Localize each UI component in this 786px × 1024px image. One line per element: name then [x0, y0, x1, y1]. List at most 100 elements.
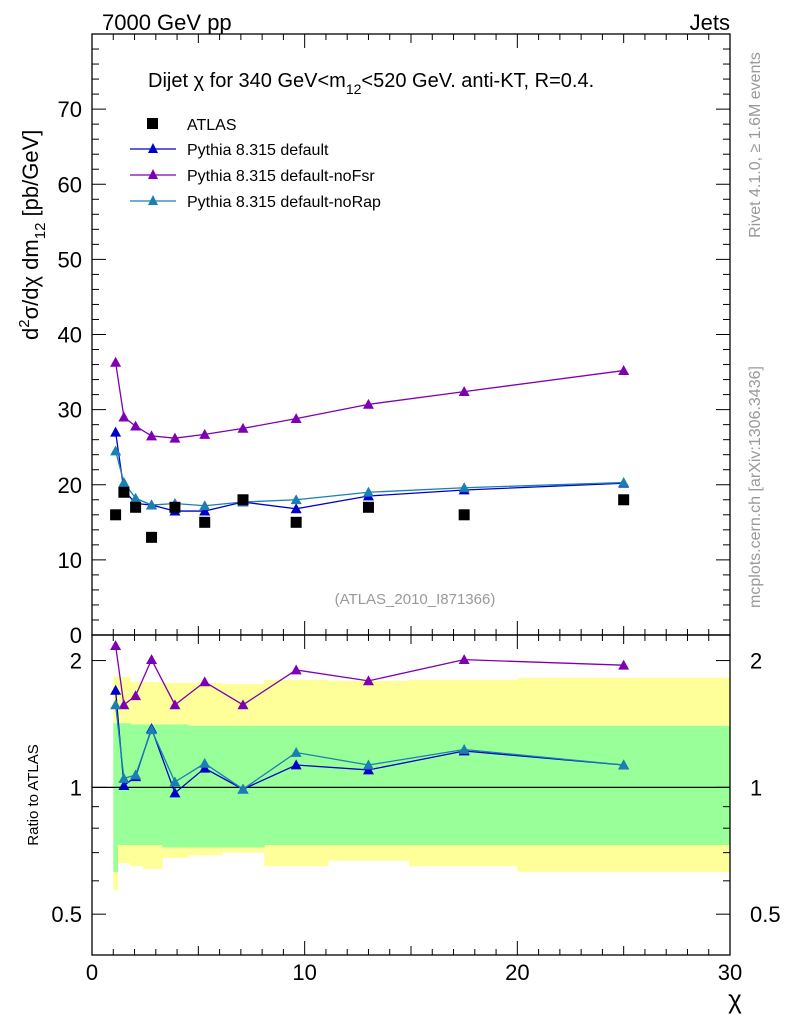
- ratio-series-2-point-2: [130, 769, 142, 780]
- legend-default-marker: [148, 143, 158, 153]
- band-inner-8: [328, 725, 410, 845]
- atlas-point-6: [237, 494, 249, 506]
- ratio-series-2-point-8: [362, 759, 374, 770]
- atlas-point-1: [118, 486, 130, 498]
- atlas-point-3: [146, 531, 158, 543]
- mcplots-label: mcplots.cern.ch [arXiv:1306.3436]: [747, 366, 764, 608]
- ratio-series-2-point-5: [199, 757, 211, 768]
- ratio-tick-label: 1: [70, 775, 82, 800]
- ratio-series-1-point-1: [118, 699, 130, 710]
- y-tick-label: 30: [58, 398, 82, 423]
- legend: ATLAS Pythia 8.315 default Pythia 8.315 …: [130, 117, 381, 211]
- ratio-tick-label: 2: [70, 649, 82, 674]
- y-tick-label: 20: [58, 473, 82, 498]
- band-inner-9: [408, 725, 518, 845]
- ylabel-sub: 12: [32, 223, 49, 240]
- band-inner-7: [264, 725, 329, 845]
- x-tick-label: 10: [292, 960, 316, 985]
- series-2-point-2: [130, 492, 142, 503]
- ratio-series-1-point-10: [618, 659, 630, 670]
- y-tick-label: 40: [58, 323, 82, 348]
- series-1-point-4: [169, 432, 181, 443]
- ratio-tick-label-right: 2: [750, 649, 762, 674]
- ylabel-sup: 2: [16, 319, 33, 327]
- ylabel-d: d: [18, 328, 43, 340]
- y-tick-label: 50: [58, 247, 82, 272]
- title-pre: Dijet: [148, 70, 194, 92]
- rivet-label: Rivet 4.1.0, ≥ 1.6M events: [747, 52, 764, 238]
- legend-default-label: Pythia 8.315 default: [187, 142, 329, 159]
- ratio-series-2-point-4: [169, 776, 181, 787]
- legend-atlas-label: ATLAS: [187, 117, 237, 134]
- legend-norap-marker: [148, 195, 158, 205]
- ratio-y-axis-label: Ratio to ATLAS: [25, 744, 42, 845]
- ratio-series-1-point-4: [169, 699, 181, 710]
- series-1-point-0: [110, 356, 122, 367]
- y-tick-label: 70: [58, 97, 82, 122]
- series-1-point-6: [237, 422, 249, 433]
- ratio-series-1-point-3: [146, 654, 158, 665]
- title-post: <520 GeV. anti-KT, R=0.4.: [361, 70, 594, 92]
- atlas-point-10: [618, 494, 630, 506]
- ratio-series-0-point-7: [290, 759, 302, 770]
- series-2-point-9: [458, 482, 470, 493]
- series-1-point-8: [362, 398, 374, 409]
- ratio-series-0-point-4: [169, 787, 181, 798]
- title-chi: χ: [194, 70, 205, 92]
- band-inner-0: [113, 723, 119, 872]
- ratio-series-1-point-8: [362, 675, 374, 686]
- ratio-series-2-point-1: [118, 772, 130, 783]
- analysis-watermark: (ATLAS_2010_I871366): [335, 591, 496, 608]
- series-2-point-10: [618, 476, 630, 487]
- x-axis-label: χ: [728, 984, 742, 1014]
- band-inner-3: [143, 724, 163, 845]
- legend-norap-label: Pythia 8.315 default-noRap: [187, 194, 381, 211]
- series-2-point-1: [118, 476, 130, 487]
- series-0-point-5: [199, 505, 211, 516]
- header-right: Jets: [690, 10, 730, 35]
- ratio-series-2-point-9: [458, 744, 470, 754]
- ratio-series-1-point-7: [290, 664, 302, 675]
- legend-atlas-marker: [147, 118, 158, 129]
- x-tick-label: 30: [718, 960, 742, 985]
- series-1-point-10: [618, 365, 630, 375]
- ratio-series-1-point-2: [130, 690, 142, 701]
- x-tick-label: 0: [86, 960, 98, 985]
- main-panel-axes: 0 10 20 30 40 50 60 70: [58, 33, 731, 648]
- ratio-series-2-point-0: [110, 699, 122, 710]
- ratio-tick-label: 0.5: [51, 902, 82, 927]
- ratio-series-2-point-3: [146, 724, 158, 735]
- series-1-point-2: [130, 420, 142, 431]
- atlas-point-2: [130, 501, 142, 513]
- ratio-series-2-point-10: [618, 759, 630, 770]
- ratio-series-1-point-5: [199, 676, 211, 687]
- atlas-point-5: [199, 516, 211, 528]
- ratio-series-2-point-6: [237, 783, 249, 794]
- ratio-series-2-point-7: [290, 747, 302, 757]
- series-1-point-9: [458, 386, 470, 396]
- plot-title: Dijet χ for 340 GeV<m12<520 GeV. anti-KT…: [148, 70, 594, 97]
- band-inner-2: [130, 724, 144, 845]
- series-0-point-0: [110, 426, 122, 437]
- header-left: 7000 GeV pp: [102, 10, 232, 35]
- legend-nofsr-marker: [148, 169, 158, 179]
- atlas-point-9: [458, 509, 470, 521]
- atlas-point-0: [110, 509, 122, 521]
- series-1-point-5: [199, 428, 211, 439]
- ratio-panel-axes: 0 10 20 30 0.5 0.5 1 1 2 2: [51, 634, 781, 985]
- y-axis-label: d2σ/dχ dm12 [pb/GeV]: [16, 130, 49, 340]
- series-line-1: [114, 362, 624, 439]
- title-sub: 12: [346, 81, 362, 97]
- atlas-point-4: [169, 501, 181, 513]
- y-tick-label: 0: [70, 623, 82, 648]
- y-tick-label: 60: [58, 172, 82, 197]
- ratio-series-1-point-6: [237, 699, 249, 710]
- series-1-point-1: [118, 411, 130, 422]
- series-2-point-7: [290, 494, 302, 505]
- series-2-point-5: [199, 500, 211, 511]
- series-2-point-0: [110, 445, 122, 456]
- series-2-point-3: [146, 499, 158, 510]
- legend-nofsr-label: Pythia 8.315 default-noFsr: [187, 168, 375, 185]
- band-inner-10: [517, 725, 731, 845]
